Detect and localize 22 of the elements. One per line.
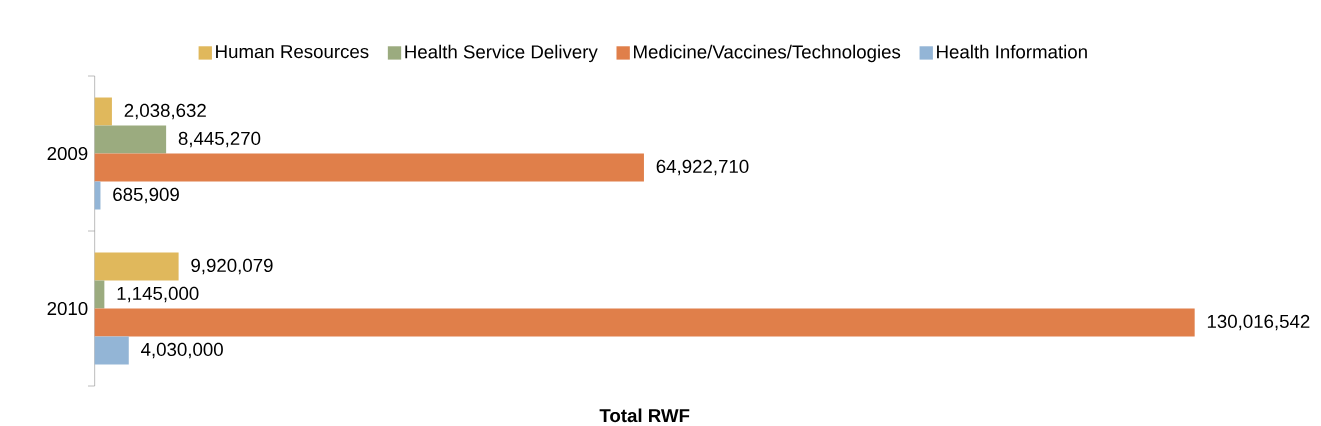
bar xyxy=(94,280,105,309)
data-label: 685,909 xyxy=(113,187,179,204)
data-label: 4,030,000 xyxy=(141,342,223,359)
legend-label: Health Service Delivery xyxy=(405,44,598,63)
bar xyxy=(94,97,112,126)
x-axis-title: Total RWF xyxy=(599,408,690,423)
data-label: 8,445,270 xyxy=(178,131,261,148)
legend-label: Health Information xyxy=(937,44,1087,59)
data-label: 9,920,079 xyxy=(191,258,273,275)
y-tick-label: 2010 xyxy=(47,301,88,316)
bar xyxy=(94,252,179,281)
bar xyxy=(94,125,167,154)
bar xyxy=(94,336,129,365)
legend-label: Medicine/Vaccines/Technologies xyxy=(634,44,901,63)
bar xyxy=(94,308,1195,337)
data-label: 2,038,632 xyxy=(124,103,206,120)
bar xyxy=(94,153,644,182)
legend-label: Human Resources xyxy=(216,45,369,59)
data-label: 130,016,542 xyxy=(1207,314,1310,331)
y-tick-label: 2009 xyxy=(47,146,88,161)
data-label: 64,922,710 xyxy=(656,159,749,176)
data-label: 1,145,000 xyxy=(117,286,199,303)
